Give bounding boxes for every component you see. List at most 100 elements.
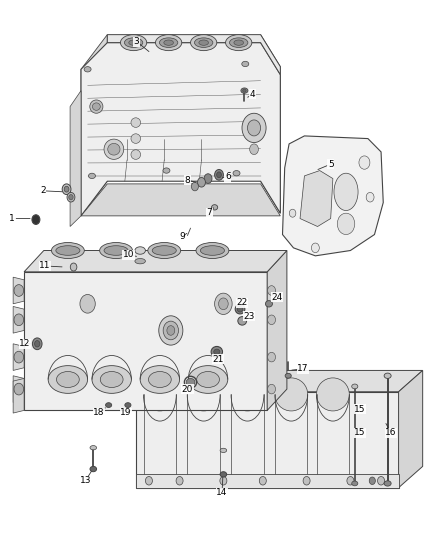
Ellipse shape bbox=[129, 40, 138, 45]
Polygon shape bbox=[136, 474, 399, 488]
Ellipse shape bbox=[148, 243, 180, 259]
Polygon shape bbox=[267, 251, 287, 410]
Polygon shape bbox=[13, 376, 24, 402]
Ellipse shape bbox=[84, 67, 91, 72]
Ellipse shape bbox=[366, 192, 374, 202]
Text: 15: 15 bbox=[354, 429, 366, 437]
Text: 21: 21 bbox=[212, 355, 224, 364]
Ellipse shape bbox=[187, 378, 220, 411]
Ellipse shape bbox=[337, 213, 355, 235]
Ellipse shape bbox=[80, 294, 95, 313]
Ellipse shape bbox=[214, 349, 220, 354]
Ellipse shape bbox=[237, 306, 243, 312]
Ellipse shape bbox=[352, 384, 358, 389]
Ellipse shape bbox=[268, 384, 276, 394]
Ellipse shape bbox=[259, 477, 266, 485]
Text: 19: 19 bbox=[120, 408, 132, 417]
Polygon shape bbox=[136, 392, 399, 488]
Text: 5: 5 bbox=[328, 160, 334, 168]
Ellipse shape bbox=[140, 366, 180, 393]
Ellipse shape bbox=[215, 293, 232, 314]
Ellipse shape bbox=[155, 35, 182, 51]
Ellipse shape bbox=[90, 446, 96, 450]
Ellipse shape bbox=[197, 372, 219, 387]
Ellipse shape bbox=[69, 195, 73, 200]
Polygon shape bbox=[107, 35, 280, 75]
Ellipse shape bbox=[359, 156, 370, 169]
Ellipse shape bbox=[92, 103, 100, 110]
Polygon shape bbox=[399, 370, 423, 488]
Ellipse shape bbox=[198, 177, 205, 187]
Text: 1: 1 bbox=[9, 214, 15, 223]
Ellipse shape bbox=[211, 346, 223, 357]
Ellipse shape bbox=[268, 315, 276, 325]
Ellipse shape bbox=[176, 477, 183, 485]
Ellipse shape bbox=[108, 143, 120, 155]
Ellipse shape bbox=[131, 118, 141, 127]
Ellipse shape bbox=[316, 378, 350, 411]
Ellipse shape bbox=[347, 477, 354, 485]
Ellipse shape bbox=[159, 316, 183, 345]
Ellipse shape bbox=[220, 448, 227, 453]
Ellipse shape bbox=[220, 472, 227, 477]
Ellipse shape bbox=[311, 243, 319, 253]
Ellipse shape bbox=[159, 38, 178, 47]
Ellipse shape bbox=[106, 403, 112, 407]
Text: 7: 7 bbox=[206, 208, 212, 217]
Polygon shape bbox=[13, 378, 24, 413]
Ellipse shape bbox=[32, 338, 42, 350]
Text: 24: 24 bbox=[271, 293, 283, 302]
Ellipse shape bbox=[186, 378, 195, 386]
Text: 11: 11 bbox=[39, 262, 51, 270]
Ellipse shape bbox=[231, 378, 264, 411]
Ellipse shape bbox=[88, 173, 95, 179]
Ellipse shape bbox=[56, 246, 80, 255]
Ellipse shape bbox=[32, 215, 40, 224]
Polygon shape bbox=[13, 277, 24, 304]
Ellipse shape bbox=[242, 61, 249, 67]
Ellipse shape bbox=[67, 192, 75, 202]
Ellipse shape bbox=[100, 243, 132, 259]
Polygon shape bbox=[283, 136, 383, 256]
Ellipse shape bbox=[124, 38, 143, 47]
Ellipse shape bbox=[242, 114, 266, 143]
Ellipse shape bbox=[384, 373, 391, 378]
Ellipse shape bbox=[352, 481, 358, 486]
Ellipse shape bbox=[233, 171, 240, 176]
Polygon shape bbox=[70, 91, 81, 227]
Polygon shape bbox=[300, 171, 333, 227]
Ellipse shape bbox=[131, 150, 141, 159]
Ellipse shape bbox=[234, 40, 244, 45]
Ellipse shape bbox=[275, 378, 308, 411]
Ellipse shape bbox=[62, 184, 71, 195]
Ellipse shape bbox=[247, 120, 261, 136]
Text: 4: 4 bbox=[250, 90, 255, 99]
Ellipse shape bbox=[163, 168, 170, 173]
Ellipse shape bbox=[285, 373, 291, 378]
Ellipse shape bbox=[188, 366, 228, 393]
Ellipse shape bbox=[104, 139, 124, 159]
Text: 3: 3 bbox=[134, 37, 140, 46]
Ellipse shape bbox=[268, 352, 276, 362]
Ellipse shape bbox=[216, 172, 221, 178]
Ellipse shape bbox=[219, 298, 228, 310]
Ellipse shape bbox=[199, 40, 208, 45]
Ellipse shape bbox=[131, 134, 141, 143]
Text: 15: 15 bbox=[354, 405, 366, 414]
Text: 23: 23 bbox=[243, 312, 254, 320]
Text: 6: 6 bbox=[225, 173, 231, 181]
Ellipse shape bbox=[289, 209, 296, 217]
Ellipse shape bbox=[369, 477, 375, 484]
Text: 14: 14 bbox=[216, 488, 228, 497]
Text: 13: 13 bbox=[80, 477, 91, 485]
Ellipse shape bbox=[196, 243, 229, 259]
Text: 12: 12 bbox=[19, 340, 31, 348]
Ellipse shape bbox=[14, 314, 24, 326]
Text: 8: 8 bbox=[184, 176, 191, 184]
Ellipse shape bbox=[148, 372, 171, 387]
Ellipse shape bbox=[163, 321, 178, 340]
Ellipse shape bbox=[191, 182, 198, 191]
Ellipse shape bbox=[145, 477, 152, 485]
Ellipse shape bbox=[70, 263, 77, 271]
Ellipse shape bbox=[384, 481, 391, 486]
